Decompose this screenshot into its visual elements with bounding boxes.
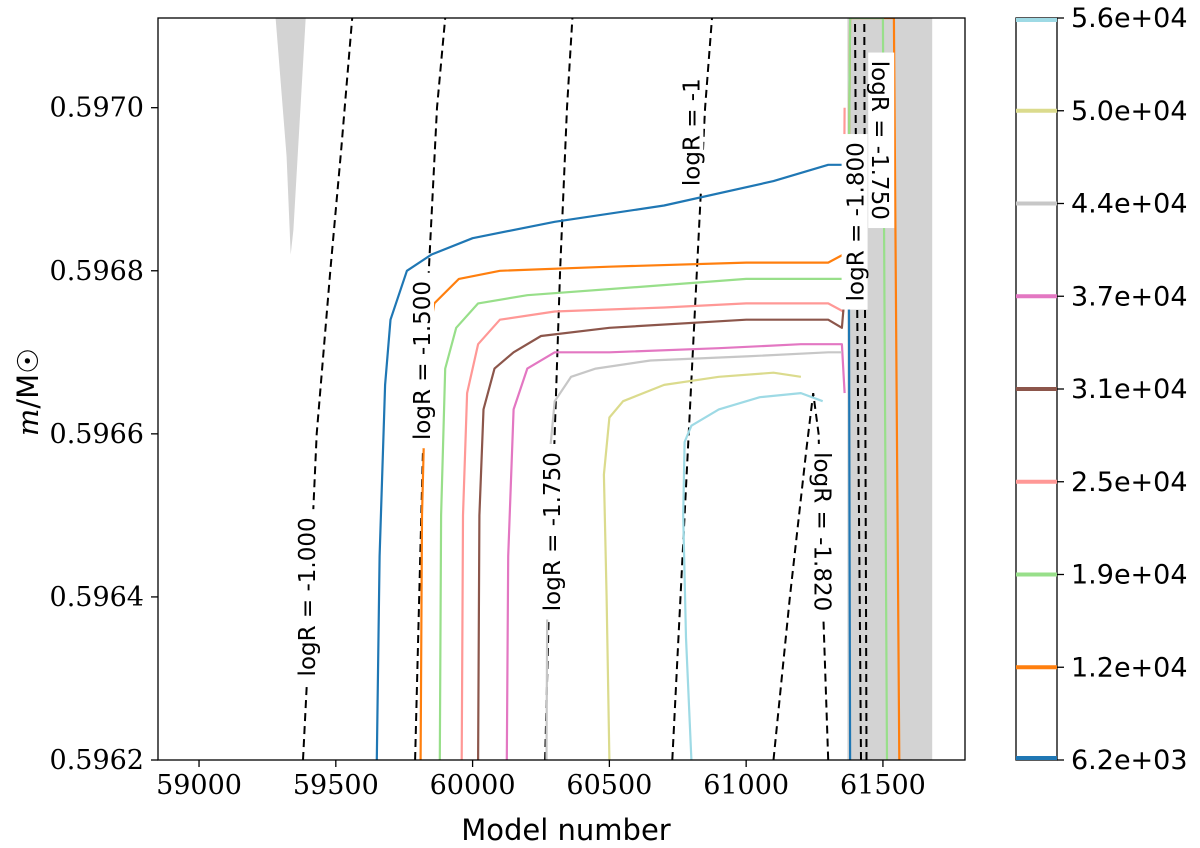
contour-label-bg-0 xyxy=(293,509,320,685)
x-tick-label-4: 61000 xyxy=(703,770,789,801)
contour-label-1: logR = -1.500 xyxy=(408,272,436,449)
contour-label-5: logR = -1.800 xyxy=(841,134,870,310)
colorbar-tick-label-4: 3.1e+04 xyxy=(1071,374,1188,405)
y-axis-label: m/M☉ xyxy=(11,348,45,436)
y-tick-label-0: 0.5962 xyxy=(50,745,144,776)
contour-label-text-3: logR = -1 xyxy=(679,78,705,186)
y-tick-label-3: 0.5968 xyxy=(50,256,144,287)
contour-label-text-4: logR = -1.820 xyxy=(809,452,835,611)
y-axis-label-italic: m xyxy=(11,409,45,437)
contour-label-bg-3 xyxy=(677,71,704,193)
contour-label-bg-2 xyxy=(537,443,564,620)
colorbar-tick-label-8: 5.6e+04 xyxy=(1071,3,1188,34)
series-line-2 xyxy=(438,18,889,760)
shaded-regions xyxy=(275,18,933,760)
contour-line-5 xyxy=(854,18,862,760)
y-tick-label-2: 0.5966 xyxy=(50,419,144,450)
colorbar-tick-label-3: 2.5e+04 xyxy=(1071,467,1188,498)
x-tick-label-0: 59000 xyxy=(156,770,242,801)
contour-label-bg-4 xyxy=(810,443,837,620)
contour-label-text-1: logR = -1.500 xyxy=(410,281,436,440)
y-tick-label-1: 0.5964 xyxy=(50,582,144,613)
colorbar: 6.2e+03 1.2e+04 1.9e+04 2.5e+04 3.1e+04 3.7e+… xyxy=(1015,3,1188,776)
x-tick-label-3: 60500 xyxy=(566,770,652,801)
x-tick-label-1: 59500 xyxy=(293,770,379,801)
series-line-1 xyxy=(419,18,901,760)
contour-line-2 xyxy=(544,18,574,760)
colorbar-tick-label-6: 4.4e+04 xyxy=(1071,189,1188,220)
series-line-0 xyxy=(375,163,852,760)
y-axis: 0.5962 0.5964 0.5966 0.5968 0.5970 xyxy=(50,93,158,776)
plot-frame xyxy=(157,17,966,761)
mass-coordinate-series xyxy=(375,18,901,760)
series-line-6 xyxy=(545,351,842,760)
plot-area xyxy=(275,18,933,760)
contour-label-text-6: logR = -1.750 xyxy=(866,61,892,220)
x-tick-label-2: 60000 xyxy=(430,770,516,801)
x-axis-label: Model number xyxy=(461,813,671,847)
contour-label-0: logR = -1.000 xyxy=(293,509,321,685)
colorbar-tick-label-2: 1.9e+04 xyxy=(1071,560,1188,591)
colorbar-tick-label-0: 6.2e+03 xyxy=(1071,745,1188,776)
contour-label-text-0: logR = -1.000 xyxy=(295,517,321,676)
contour-label-text-5: logR = -1.800 xyxy=(844,142,870,301)
series-line-5 xyxy=(505,343,846,760)
contour-label-4: logR = -1.820 xyxy=(809,443,837,620)
colorbar-tick-label-1: 1.2e+04 xyxy=(1071,652,1188,683)
x-axis: 59000 59500 60000 60500 61000 61500 xyxy=(156,760,926,801)
contour-label-bg-1 xyxy=(408,272,434,449)
contour-label-2: logR = -1.750 xyxy=(537,443,566,620)
series-line-8 xyxy=(682,392,824,760)
series-line-3 xyxy=(460,107,846,760)
contour-label-3: logR = -1 xyxy=(677,71,705,193)
series-line-7 xyxy=(602,371,802,760)
contour-line-3 xyxy=(671,18,713,760)
y-tick-label-4: 0.5970 xyxy=(50,93,144,124)
contour-label-6: logR = -1.750 xyxy=(866,52,895,229)
logR-contours xyxy=(302,18,868,760)
y-axis-label-rest: /M☉ xyxy=(11,348,45,409)
series-line-4 xyxy=(477,295,846,760)
contour-label-text-2: logR = -1.750 xyxy=(540,452,566,611)
x-tick-label-5: 61500 xyxy=(840,770,926,801)
contour-label-bg-5 xyxy=(841,134,868,310)
shaded-region-convective-wedge xyxy=(275,18,306,255)
colorbar-tick-label-7: 5.0e+04 xyxy=(1071,96,1188,127)
colorbar-tick-label-5: 3.7e+04 xyxy=(1071,281,1188,312)
contour-label-bg-6 xyxy=(868,52,895,229)
